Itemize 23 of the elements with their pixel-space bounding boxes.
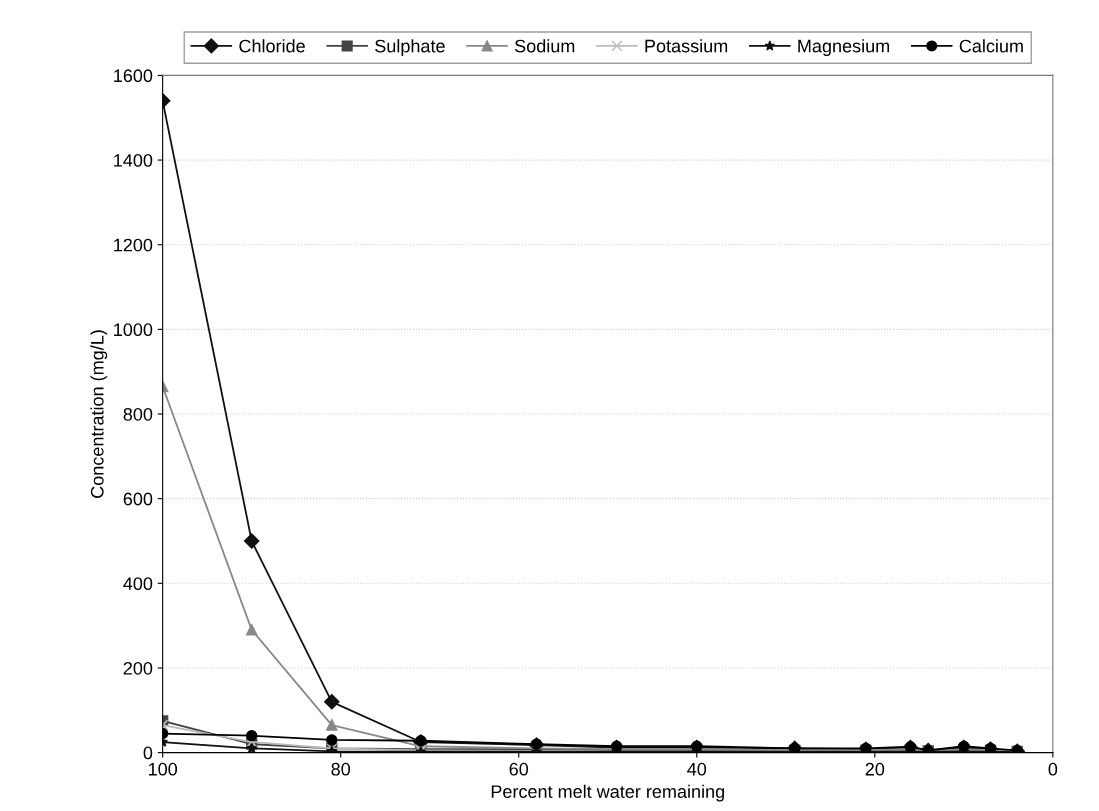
legend-label: Sodium bbox=[514, 39, 575, 53]
y-tick-label: 0 bbox=[143, 746, 153, 760]
y-tick-label: 1000 bbox=[114, 323, 153, 337]
legend-label: Sulphate bbox=[375, 39, 445, 57]
x-tick-label: 0 bbox=[1048, 762, 1058, 776]
x-tick-label: 20 bbox=[865, 762, 885, 776]
y-tick-label: 800 bbox=[123, 407, 153, 421]
legend-label: Magnesium bbox=[798, 39, 890, 57]
x-tick-label: 60 bbox=[509, 762, 529, 776]
legend-label: Chloride bbox=[239, 39, 305, 53]
y-tick-label: 200 bbox=[123, 661, 153, 675]
x-tick-label: 80 bbox=[331, 762, 351, 776]
y-tick-label: 1200 bbox=[114, 238, 153, 252]
y-tick-label: 1600 bbox=[114, 69, 153, 83]
legend-label: Potassium bbox=[645, 39, 728, 53]
y-tick-label: 1400 bbox=[114, 154, 153, 167]
y-tick-label: 600 bbox=[123, 492, 153, 506]
y-axis-title: Concentration (mg/L) bbox=[90, 330, 108, 498]
legend-label: Calcium bbox=[959, 39, 1023, 53]
x-tick-label: 40 bbox=[687, 762, 707, 776]
x-axis-title: Percent melt water remaining bbox=[491, 784, 724, 802]
y-tick-label: 400 bbox=[123, 577, 153, 591]
x-tick-label: 100 bbox=[148, 762, 178, 776]
